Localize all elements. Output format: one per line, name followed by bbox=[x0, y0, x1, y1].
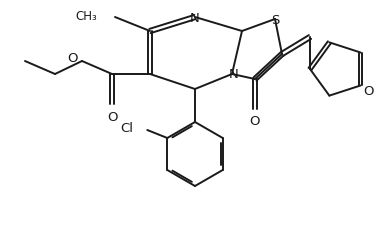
Text: S: S bbox=[271, 14, 279, 26]
Text: N: N bbox=[190, 11, 200, 24]
Text: O: O bbox=[250, 115, 260, 128]
Text: CH₃: CH₃ bbox=[75, 9, 97, 22]
Text: Cl: Cl bbox=[120, 122, 133, 135]
Text: N: N bbox=[229, 68, 239, 81]
Text: O: O bbox=[363, 85, 374, 97]
Text: O: O bbox=[107, 111, 117, 124]
Text: O: O bbox=[67, 51, 77, 64]
